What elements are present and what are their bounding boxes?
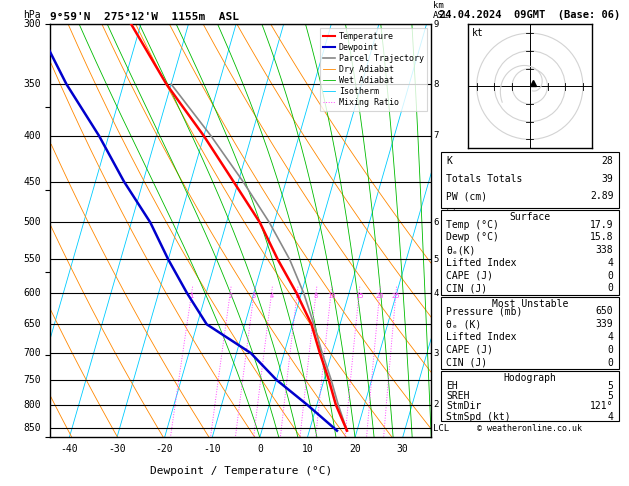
Text: CIN (J): CIN (J)	[446, 283, 487, 294]
Text: CIN (J): CIN (J)	[446, 358, 487, 368]
Text: 650: 650	[596, 307, 613, 316]
Text: 800: 800	[23, 400, 41, 410]
Text: 400: 400	[23, 131, 41, 141]
Text: 500: 500	[23, 218, 41, 227]
Text: 6: 6	[295, 293, 299, 299]
Text: hPa: hPa	[23, 10, 41, 20]
Text: 600: 600	[23, 288, 41, 298]
Text: 6: 6	[433, 218, 438, 227]
Text: Mixing Ratio (g/kg): Mixing Ratio (g/kg)	[448, 180, 457, 282]
Text: 5: 5	[433, 255, 438, 264]
Text: 30: 30	[397, 444, 409, 453]
Text: 17.9: 17.9	[590, 220, 613, 230]
Text: 15: 15	[355, 293, 364, 299]
Text: θₑ(K): θₑ(K)	[446, 245, 476, 255]
Text: 700: 700	[23, 348, 41, 358]
Text: 2: 2	[228, 293, 232, 299]
Text: 4: 4	[269, 293, 274, 299]
Text: 5: 5	[608, 381, 613, 391]
Text: LCL: LCL	[433, 424, 449, 433]
Bar	[441, 153, 619, 208]
Text: 24.04.2024  09GMT  (Base: 06): 24.04.2024 09GMT (Base: 06)	[439, 10, 620, 20]
Text: 9°59'N  275°12'W  1155m  ASL: 9°59'N 275°12'W 1155m ASL	[50, 12, 239, 22]
Text: 4: 4	[608, 332, 613, 342]
Text: Lifted Index: Lifted Index	[446, 332, 516, 342]
Text: 4: 4	[608, 412, 613, 422]
Text: 4: 4	[433, 289, 438, 298]
Text: © weatheronline.co.uk: © weatheronline.co.uk	[477, 424, 582, 434]
Text: Dewpoint / Temperature (°C): Dewpoint / Temperature (°C)	[150, 467, 332, 476]
Text: 0: 0	[257, 444, 263, 453]
Text: 338: 338	[596, 245, 613, 255]
Text: 0: 0	[608, 345, 613, 355]
Text: 20: 20	[349, 444, 361, 453]
Text: 28: 28	[602, 156, 613, 166]
Text: 3: 3	[252, 293, 256, 299]
Text: 5: 5	[608, 391, 613, 401]
Text: K: K	[446, 156, 452, 166]
Text: 7: 7	[433, 131, 438, 140]
Text: θₑ (K): θₑ (K)	[446, 319, 481, 329]
Text: CAPE (J): CAPE (J)	[446, 271, 493, 280]
Text: Totals Totals: Totals Totals	[446, 174, 523, 184]
Text: 450: 450	[23, 176, 41, 187]
Bar	[441, 210, 619, 295]
Text: 650: 650	[23, 319, 41, 330]
Text: StmSpd (kt): StmSpd (kt)	[446, 412, 511, 422]
Text: km
ASL: km ASL	[433, 1, 449, 20]
Text: Dewp (°C): Dewp (°C)	[446, 232, 499, 243]
Text: 39: 39	[602, 174, 613, 184]
Text: 8: 8	[314, 293, 318, 299]
Text: -10: -10	[203, 444, 221, 453]
Text: 339: 339	[596, 319, 613, 329]
Bar	[441, 371, 619, 421]
Text: 8: 8	[433, 80, 438, 88]
Text: PW (cm): PW (cm)	[446, 191, 487, 202]
Text: 10: 10	[326, 293, 335, 299]
Text: 20: 20	[376, 293, 384, 299]
Text: -20: -20	[156, 444, 174, 453]
Text: 2: 2	[433, 400, 438, 409]
Text: 750: 750	[23, 375, 41, 385]
Text: Surface: Surface	[509, 212, 550, 222]
Text: 300: 300	[23, 19, 41, 29]
Text: Most Unstable: Most Unstable	[492, 299, 568, 309]
Text: Pressure (mb): Pressure (mb)	[446, 307, 523, 316]
Text: 0: 0	[608, 271, 613, 280]
Text: 2.89: 2.89	[590, 191, 613, 202]
Text: 15.8: 15.8	[590, 232, 613, 243]
Legend: Temperature, Dewpoint, Parcel Trajectory, Dry Adiabat, Wet Adiabat, Isotherm, Mi: Temperature, Dewpoint, Parcel Trajectory…	[320, 29, 427, 111]
Text: 0: 0	[608, 283, 613, 294]
Text: 850: 850	[23, 423, 41, 434]
Text: 121°: 121°	[590, 401, 613, 412]
Text: 550: 550	[23, 255, 41, 264]
Text: -40: -40	[60, 444, 78, 453]
Text: 0: 0	[608, 358, 613, 368]
Text: 25: 25	[392, 293, 400, 299]
Text: CAPE (J): CAPE (J)	[446, 345, 493, 355]
Text: 1: 1	[189, 293, 194, 299]
Text: 4: 4	[608, 258, 613, 268]
Text: 10: 10	[301, 444, 313, 453]
Text: StmDir: StmDir	[446, 401, 481, 412]
Text: Temp (°C): Temp (°C)	[446, 220, 499, 230]
Text: 3: 3	[433, 348, 438, 358]
Text: Hodograph: Hodograph	[503, 373, 556, 383]
Text: -30: -30	[108, 444, 126, 453]
Text: SREH: SREH	[446, 391, 470, 401]
Text: 9: 9	[433, 20, 438, 29]
Text: 350: 350	[23, 79, 41, 89]
Text: EH: EH	[446, 381, 458, 391]
Text: Lifted Index: Lifted Index	[446, 258, 516, 268]
Bar	[441, 297, 619, 369]
